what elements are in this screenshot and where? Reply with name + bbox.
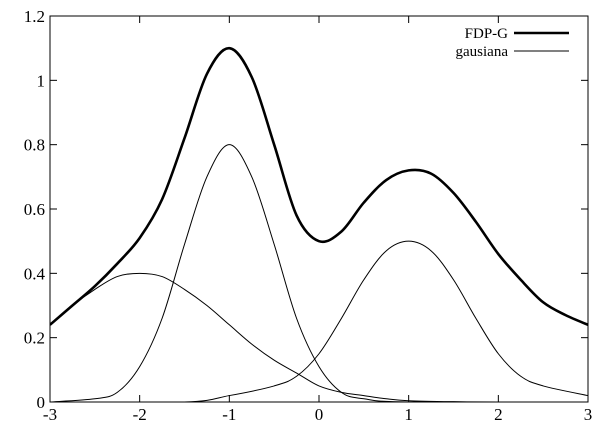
- legend-label: FDP-G: [465, 26, 509, 42]
- x-tick-label: -1: [222, 405, 236, 424]
- y-tick-label: 0.4: [24, 264, 46, 283]
- y-tick-label: 0: [37, 393, 46, 412]
- legend: FDP-G gausiana: [456, 26, 569, 60]
- y-tick-label: 1: [37, 71, 46, 90]
- plot-curves: [50, 46, 588, 402]
- legend-label: gausiana: [456, 44, 509, 60]
- x-tick-label: 1: [404, 405, 413, 424]
- x-tick-label: 0: [315, 405, 324, 424]
- x-tick-label: 3: [584, 405, 593, 424]
- x-tick-label: 2: [494, 405, 503, 424]
- y-tick-label: 0.2: [24, 329, 45, 348]
- y-tick-label: 0.8: [24, 136, 45, 155]
- series-gausiana-component-2: [50, 144, 588, 402]
- axis-ticks: [49, 15, 589, 403]
- x-tick-label: -3: [43, 405, 57, 424]
- x-tick-label: -2: [133, 405, 147, 424]
- y-tick-label: 0.6: [24, 200, 45, 219]
- series-fdp-g-line: [50, 46, 588, 326]
- series-gausiana-component-3: [50, 240, 588, 402]
- axis-tick-labels: -3 -2 -1 0 1 2 3 0 0.2 0.4 0.6 0.8 1 1.2: [24, 7, 593, 424]
- y-tick-label: 1.2: [24, 7, 45, 26]
